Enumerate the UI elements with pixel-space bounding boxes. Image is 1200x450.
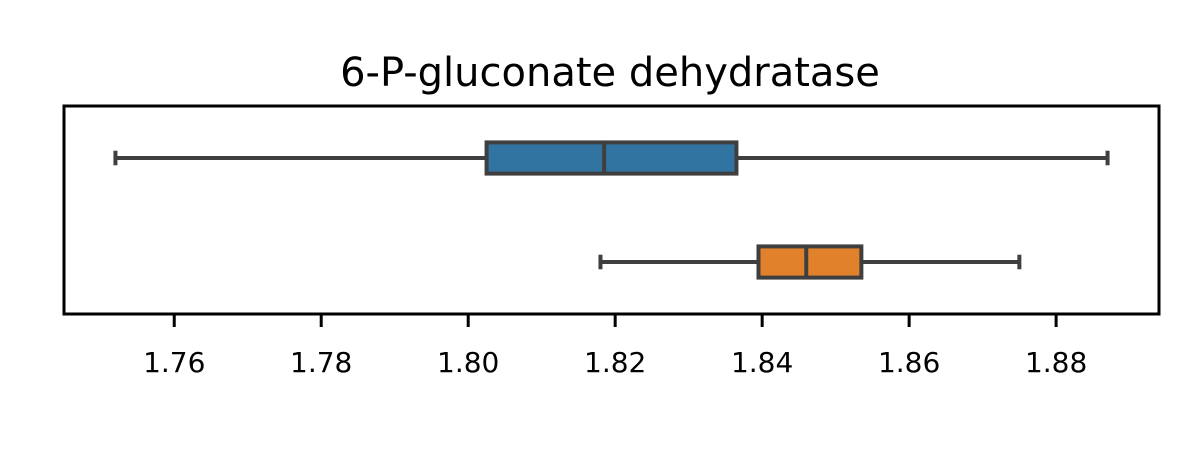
x-tick-label: 1.80 xyxy=(437,346,499,379)
x-axis: 1.76 1.78 1.80 1.82 1.84 1.86 1.88 xyxy=(143,314,1087,379)
chart-title: 6-P-gluconate dehydratase xyxy=(340,50,880,96)
plot-frame xyxy=(62,104,1161,316)
iqr-box xyxy=(484,140,739,176)
box-series-1 xyxy=(113,140,1110,176)
x-tick-label: 1.84 xyxy=(731,346,793,379)
x-tick-label: 1.88 xyxy=(1025,346,1087,379)
x-tick-label: 1.76 xyxy=(143,346,205,379)
plot-area xyxy=(113,140,1110,280)
iqr-box xyxy=(756,244,864,280)
x-tick-label: 1.86 xyxy=(878,346,940,379)
x-tick-label: 1.78 xyxy=(290,346,352,379)
box-series-2 xyxy=(598,244,1022,280)
x-tick-label: 1.82 xyxy=(584,346,646,379)
